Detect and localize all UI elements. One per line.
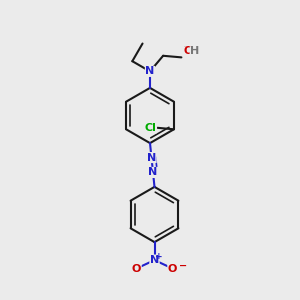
Text: O: O [132, 263, 141, 274]
Text: N: N [147, 153, 156, 163]
Text: Cl: Cl [145, 123, 157, 133]
Text: +: + [155, 252, 163, 261]
Text: N: N [146, 66, 154, 76]
Text: H: H [183, 46, 191, 56]
Text: O: O [183, 46, 191, 56]
Text: N: N [150, 255, 159, 265]
Text: O: O [183, 46, 193, 56]
Text: O: O [168, 263, 177, 274]
Text: H: H [190, 46, 199, 56]
Text: −: − [179, 260, 187, 271]
Text: N: N [148, 167, 158, 177]
